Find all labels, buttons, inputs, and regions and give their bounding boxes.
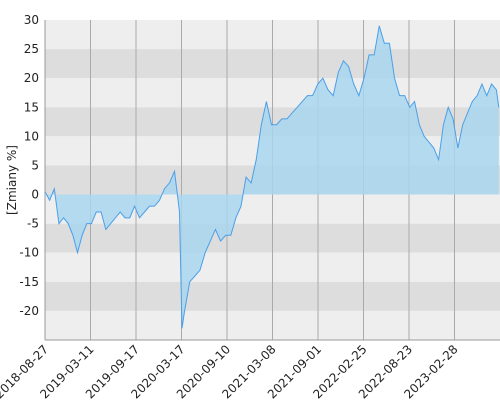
y-tick-label: -5 [27, 217, 39, 231]
y-tick-label: -20 [19, 304, 39, 318]
area [45, 25, 499, 329]
y-tick-label: 20 [24, 71, 39, 85]
line [44, 25, 500, 329]
y-tick-label: 25 [24, 42, 39, 56]
y-tick-label: -10 [19, 246, 39, 260]
y-tick-label: 15 [24, 100, 39, 114]
y-tick-label: -15 [19, 275, 39, 289]
y-tick-label: 30 [24, 13, 39, 27]
y-tick-label: 0 [31, 188, 39, 202]
y-axis-label: [Zmiany %] [5, 145, 19, 215]
y-tick-label: 5 [31, 158, 39, 172]
y-tick-label: 10 [24, 129, 39, 143]
